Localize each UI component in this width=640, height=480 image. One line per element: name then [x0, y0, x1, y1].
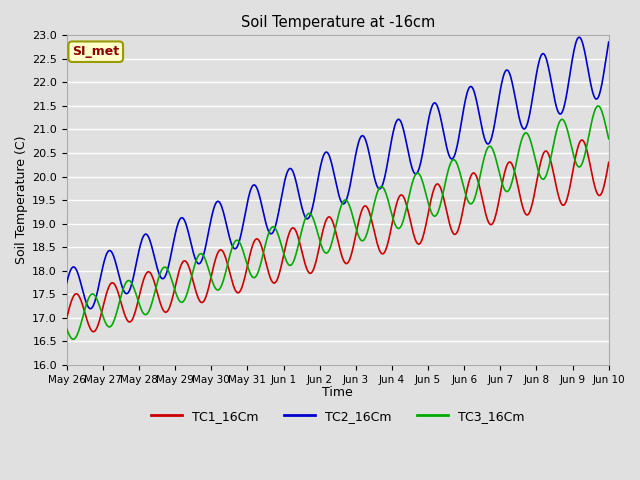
Y-axis label: Soil Temperature (C): Soil Temperature (C) [15, 136, 28, 264]
Text: SI_met: SI_met [72, 45, 119, 58]
Title: Soil Temperature at -16cm: Soil Temperature at -16cm [241, 15, 435, 30]
X-axis label: Time: Time [323, 386, 353, 399]
Legend: TC1_16Cm, TC2_16Cm, TC3_16Cm: TC1_16Cm, TC2_16Cm, TC3_16Cm [146, 405, 529, 428]
